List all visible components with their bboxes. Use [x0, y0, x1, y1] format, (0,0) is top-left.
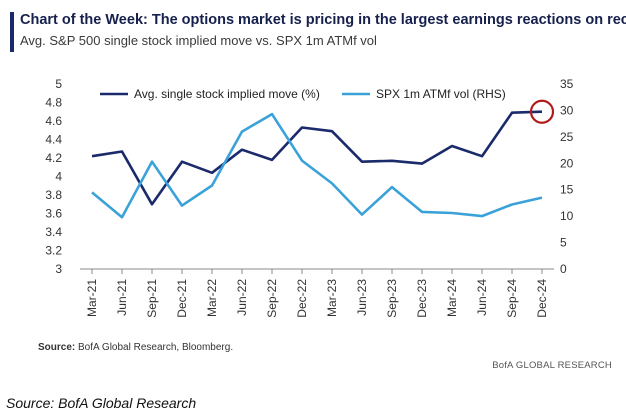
highlight-circle	[529, 99, 555, 124]
y-right-tick-label: 5	[560, 236, 567, 250]
x-tick-label: Mar-22	[205, 279, 219, 317]
x-tick-label: Dec-24	[535, 279, 549, 318]
y-left-tick-label: 4.8	[45, 96, 62, 110]
y-left-tick-label: 3	[55, 262, 62, 276]
x-tick-label: Dec-23	[415, 279, 429, 318]
series-line-2	[91, 112, 543, 219]
y-left-tick-label: 3.2	[45, 244, 62, 258]
line-chart: 3 3.2 3.4 3.6 3.8 4 4.2 4.4 4.6 4.8 5 0 5 10 15 20 25 30 3…	[45, 77, 574, 318]
y-left-tick-label: 3.4	[45, 225, 62, 239]
x-tick-label: Mar-24	[445, 279, 459, 317]
legend-label-2: SPX 1m ATMf vol (RHS)	[376, 87, 506, 101]
x-tick-label: Sep-22	[265, 279, 279, 318]
x-tick-label: Dec-22	[295, 279, 309, 318]
x-tick-label: Sep-24	[505, 279, 519, 318]
y-right-tick-label: 30	[560, 103, 574, 117]
y-left-tick-label: 3.6	[45, 207, 62, 221]
y-left-tick-label: 4	[55, 170, 62, 184]
y-left-tick-label: 4.6	[45, 114, 62, 128]
brand-mark: BofA GLOBAL RESEARCH	[492, 360, 612, 371]
x-tick-label: Dec-21	[175, 279, 189, 318]
x-tick-label: Jun-23	[355, 279, 369, 316]
chart-title: Chart of the Week: The options market is…	[20, 12, 626, 28]
x-tick-label: Jun-22	[235, 279, 249, 316]
image-caption: Source: BofA Global Research	[6, 395, 197, 411]
y-right-tick-label: 25	[560, 130, 574, 144]
x-tick-label: Sep-21	[145, 279, 159, 318]
y-left-tick-label: 3.8	[45, 188, 62, 202]
y-left-tick-label: 4.4	[45, 133, 62, 147]
x-tick-label: Mar-23	[325, 279, 339, 317]
x-tick-label: Mar-21	[85, 279, 99, 317]
chart-subtitle: Avg. S&P 500 single stock implied move v…	[20, 33, 377, 48]
y-right-tick-label: 20	[560, 156, 574, 170]
x-tick-label: Sep-23	[385, 279, 399, 318]
y-left-tick-label: 5	[55, 77, 62, 91]
y-right-tick-label: 35	[560, 77, 574, 91]
source-note: Source: BofA Global Research, Bloomberg.	[38, 342, 233, 353]
chart-card: Chart of the Week: The options market is…	[10, 12, 626, 371]
y-right-tick-label: 15	[560, 183, 574, 197]
series-line-1	[91, 110, 543, 206]
y-right-tick-label: 0	[560, 262, 567, 276]
x-tick-label: Jun-24	[475, 279, 489, 316]
legend-label-1: Avg. single stock implied move (%)	[134, 87, 320, 101]
x-tick-label: Jun-21	[115, 279, 129, 316]
title-accent-bar	[10, 12, 14, 52]
source-text: BofA Global Research, Bloomberg.	[75, 342, 234, 353]
source-label: Source:	[38, 342, 76, 353]
y-left-tick-label: 4.2	[45, 151, 62, 165]
y-right-tick-label: 10	[560, 209, 574, 223]
